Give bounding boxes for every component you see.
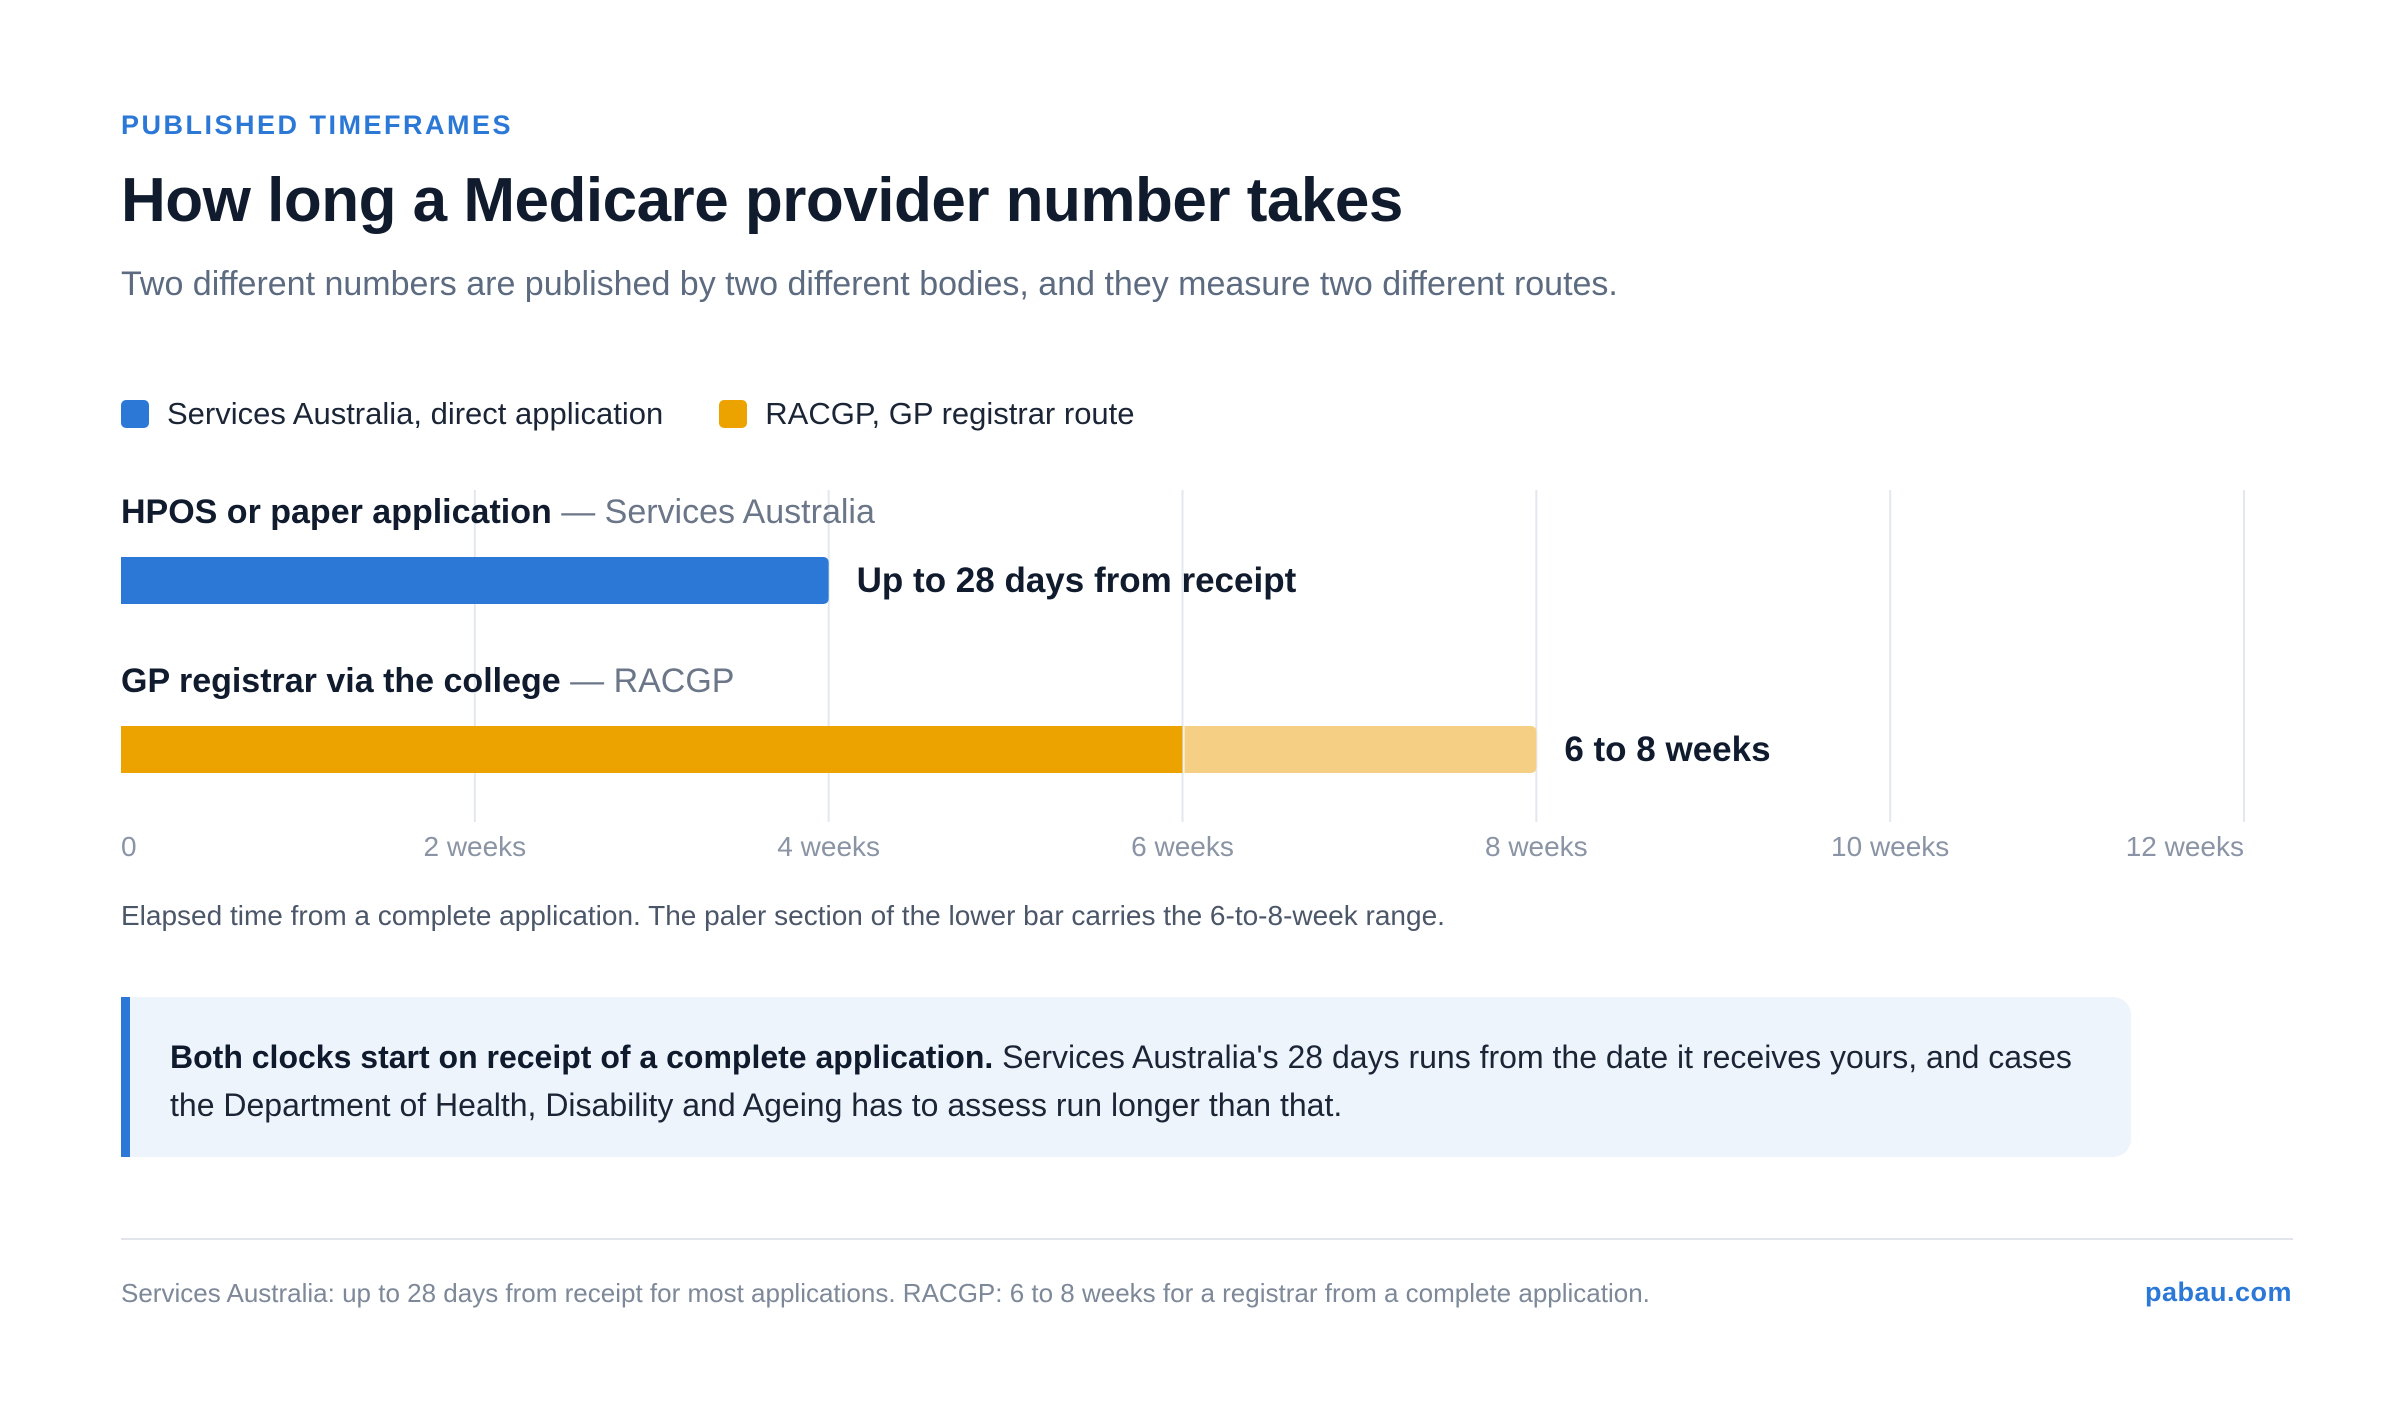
bar-value-label-1: Up to 28 days from receipt (857, 561, 1297, 600)
bar-chart: 0 2 weeks 4 weeks 6 weeks 8 weeks 10 weeks 12 … (121, 490, 2245, 862)
x-tick-label: 8 weeks (1485, 831, 1588, 862)
x-tick-label: 4 weeks (777, 831, 880, 862)
x-tick-label: 10 weeks (1831, 831, 1949, 862)
callout-box: Both clocks start on receipt of a comple… (121, 997, 2131, 1157)
legend: Services Australia, direct application R… (121, 396, 1191, 432)
eyebrow-label: PUBLISHED TIMEFRAMES (121, 110, 514, 140)
bar-range-2 (1184, 726, 1537, 773)
x-tick-label: 6 weeks (1131, 831, 1234, 862)
row-name: GP registrar via the college (121, 662, 561, 700)
legend-label-racgp: RACGP, GP registrar route (765, 396, 1135, 431)
chart-title: How long a Medicare provider number take… (121, 166, 1403, 235)
bar-value-label-2: 6 to 8 weeks (1564, 730, 1770, 769)
callout-text: Services Australia's 28 days runs from t… (170, 1039, 2072, 1123)
x-tick-label: 12 weeks (2126, 831, 2244, 862)
row-name: HPOS or paper application (121, 493, 552, 531)
brand-link[interactable]: pabau.com (2144, 1277, 2292, 1307)
row-source: — RACGP (561, 662, 735, 700)
legend-swatch-services-australia (121, 400, 149, 428)
source-footnote: Services Australia: up to 28 days from r… (121, 1278, 1650, 1308)
chart-subtitle: Two different numbers are published by t… (121, 265, 1618, 303)
legend-swatch-racgp (719, 400, 748, 428)
chart-caption: Elapsed time from a complete application… (121, 900, 1445, 931)
x-tick-label: 0 (121, 831, 137, 862)
legend-item-racgp: RACGP, GP registrar route (719, 396, 1135, 432)
x-tick-label: 2 weeks (423, 831, 526, 862)
row-label-2: GP registrar via the college — RACGP (121, 662, 735, 700)
bar-2 (121, 726, 1183, 773)
row-source: — Services Australia (552, 493, 875, 531)
legend-label-services-australia: Services Australia, direct application (167, 396, 664, 431)
row-label-1: HPOS or paper application — Services Aus… (121, 493, 875, 531)
bar-1 (121, 557, 829, 604)
legend-item-services-australia: Services Australia, direct application (121, 396, 663, 432)
callout-bold-text: Both clocks start on receipt of a comple… (170, 1039, 994, 1075)
footer-divider (121, 1238, 2293, 1240)
